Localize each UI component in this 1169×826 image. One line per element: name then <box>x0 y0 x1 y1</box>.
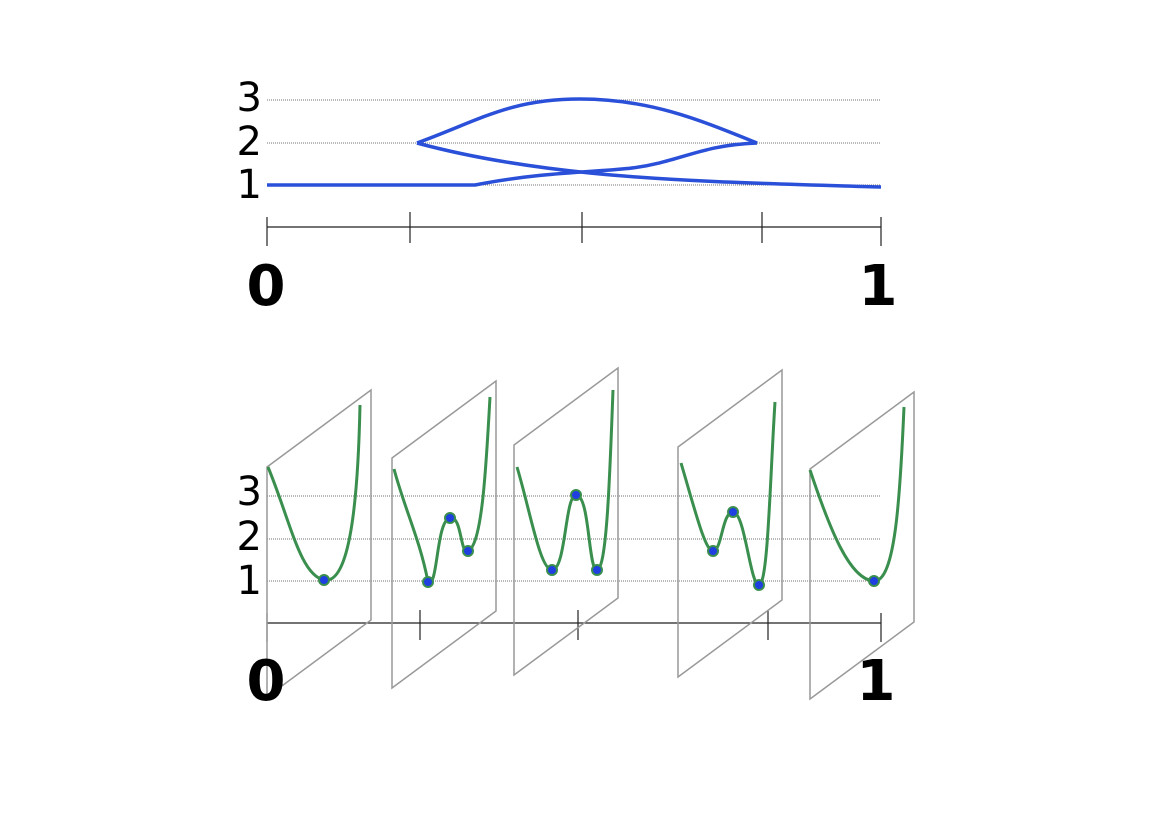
axis-label: 1 <box>857 649 896 714</box>
minimum-dot <box>546 564 558 576</box>
level-label: 1 <box>237 558 262 604</box>
minimum-dot <box>707 545 719 557</box>
minimum-dot <box>868 575 880 587</box>
energy-curve <box>679 401 777 587</box>
level-label: 2 <box>237 119 262 165</box>
level-label: 1 <box>237 162 262 208</box>
minimum-dot <box>753 579 765 591</box>
energy-curve <box>808 406 906 583</box>
saddle-dot <box>727 506 739 518</box>
axis-label: 0 <box>247 649 286 714</box>
energy-curve <box>392 396 492 584</box>
plane <box>809 390 915 701</box>
plane <box>391 379 497 690</box>
minimum-dot <box>422 576 434 588</box>
energy-curve <box>515 389 615 572</box>
branch-curve <box>416 141 882 189</box>
top-panel: 1 2 3 0 1 <box>237 75 898 319</box>
bottom-panel: 1 2 3 0 1 <box>237 366 915 714</box>
branch-curve <box>267 141 758 187</box>
level-label: 3 <box>237 75 262 121</box>
minimum-dot <box>318 574 330 586</box>
plane <box>513 366 619 677</box>
axis-label: 0 <box>247 254 286 319</box>
level-label: 3 <box>237 469 262 515</box>
plane <box>266 388 372 699</box>
branch-curve <box>416 97 758 145</box>
level-label: 2 <box>237 514 262 560</box>
plane <box>677 368 783 679</box>
minimum-dot <box>591 564 603 576</box>
axis-label: 1 <box>859 254 898 319</box>
saddle-dot <box>444 512 456 524</box>
minimum-dot <box>462 545 474 557</box>
saddle-dot <box>570 489 582 501</box>
